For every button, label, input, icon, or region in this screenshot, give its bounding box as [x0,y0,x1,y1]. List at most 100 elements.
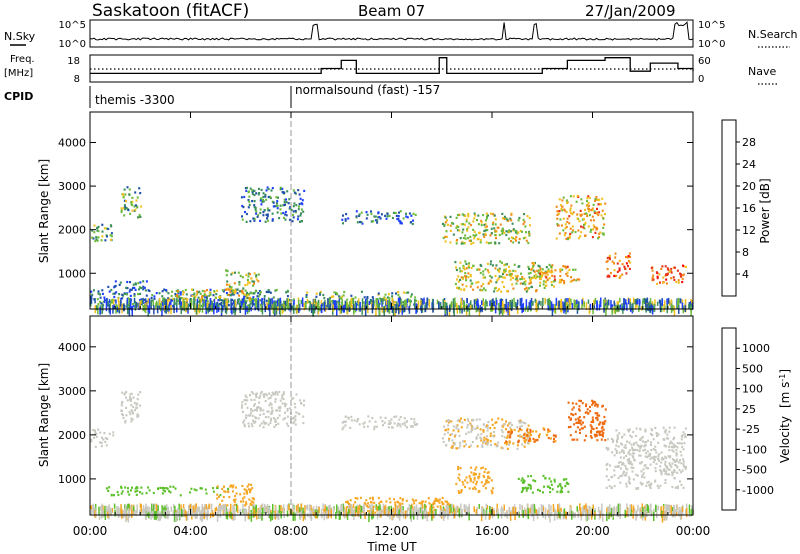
data-cell [128,493,131,496]
data-cell [675,464,678,468]
data-cell [398,211,400,214]
ground-scatter-cell [565,298,567,306]
data-cell [627,452,630,455]
data-cell [683,442,686,445]
ground-scatter-cell [642,506,644,517]
data-cell [127,487,129,490]
data-cell [250,408,252,411]
data-cell [359,496,362,499]
data-cell [464,276,467,279]
data-cell [662,469,665,472]
data-cell [638,450,641,453]
data-cell [578,237,581,240]
data-cell [205,492,208,495]
ground-scatter-cell [292,506,295,514]
ground-scatter-cell [639,300,641,305]
data-cell [250,422,253,426]
data-cell [136,489,139,492]
ground-scatter-cell [112,299,115,305]
data-cell [250,391,253,394]
data-cell [448,503,451,507]
data-cell [601,433,604,436]
data-cell [336,293,339,296]
data-cell [547,429,550,432]
data-cell [645,440,648,444]
ground-scatter-cell [215,302,217,308]
data-cell [397,294,400,297]
data-cell [458,491,460,494]
ground-scatter-cell [325,510,328,519]
data-cell [129,281,131,284]
ground-scatter-cell [597,506,600,513]
ground-scatter-cell [614,305,617,315]
data-cell [672,266,675,269]
data-cell [611,440,614,443]
data-cell [470,423,473,426]
data-cell [243,419,246,422]
data-cell [105,234,108,237]
data-cell [226,270,229,273]
data-cell [410,293,413,296]
ground-scatter-cell [426,302,428,309]
ground-scatter-cell [183,507,185,517]
data-cell [632,431,635,434]
data-cell [517,219,520,222]
ground-scatter-cell [662,505,665,515]
data-cell [536,275,539,278]
data-cell [525,290,528,293]
data-cell [656,484,659,487]
data-cell [363,296,366,299]
data-cell [353,419,356,422]
data-cell [505,217,508,220]
ground-scatter-cell [191,511,193,517]
data-cell [259,208,262,211]
data-cell [561,268,564,271]
data-cell [248,299,251,302]
data-cell [635,473,638,476]
data-cell [252,292,255,295]
data-cell [520,272,522,275]
data-cell [620,474,623,477]
ground-scatter-cell [643,297,646,305]
data-cell [443,223,446,226]
data-cell [655,271,658,274]
data-cell [121,391,124,394]
ground-scatter-cell [185,511,188,521]
data-cell [246,406,249,409]
data-cell [398,296,401,299]
data-cell [510,428,513,431]
ground-scatter-cell [378,509,381,515]
ground-scatter-cell [206,511,208,521]
data-cell [495,421,498,424]
data-cell [560,224,563,227]
data-cell [450,433,453,436]
data-cell [608,254,611,257]
data-cell [651,276,654,279]
ground-scatter-cell [493,300,495,307]
data-cell [573,278,576,281]
data-cell [466,423,469,427]
data-cell [458,479,461,482]
data-cell [657,459,660,462]
data-cell [620,467,622,470]
data-cell [625,262,628,265]
data-cell [518,427,521,431]
ground-scatter-cell [684,299,687,306]
data-cell [473,217,476,220]
data-cell [570,204,573,207]
data-cell [571,408,574,411]
ground-scatter-cell [121,303,123,314]
data-cell [262,214,265,217]
ground-scatter-cell [353,509,355,515]
ground-scatter-cell [562,301,564,307]
ground-scatter-cell [152,503,154,510]
data-cell [257,417,260,420]
data-cell [399,497,402,500]
data-cell [282,211,285,215]
data-cell [161,290,164,293]
data-cell [453,435,456,438]
data-cell [658,453,661,456]
ground-scatter-cell [257,297,259,303]
data-cell [522,218,525,221]
